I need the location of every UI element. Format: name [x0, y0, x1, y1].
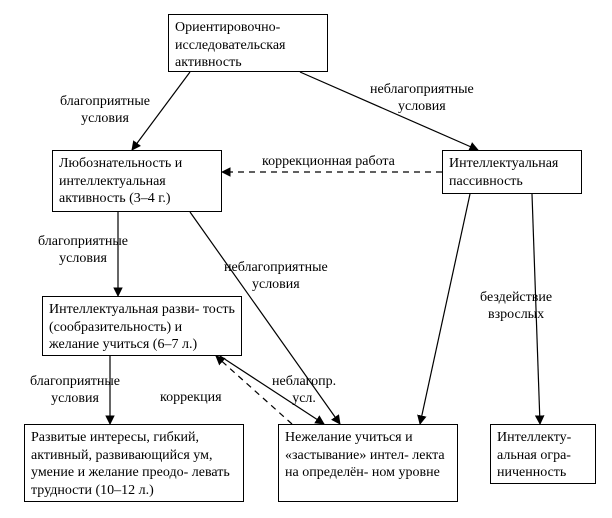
edge-label-unfavorable-short: неблагопр. усл.	[272, 374, 336, 408]
node-intellectual-passivity: Интеллектуальная пассивность	[442, 150, 582, 194]
node-label: Любознательность и интеллектуальная акти…	[59, 156, 182, 206]
flowchart-canvas: Ориентировочно- исследовательская активн…	[0, 0, 612, 518]
edge-label-text: неблагоприятные условия	[224, 260, 328, 292]
node-intellectual-development: Интеллектуальная разви- тость (сообразит…	[42, 296, 242, 356]
edge-label-text: благоприятные условия	[38, 234, 128, 266]
node-curiosity: Любознательность и интеллектуальная акти…	[52, 150, 222, 212]
edge-label-text: благоприятные условия	[30, 374, 120, 406]
edge-n3-n6	[420, 194, 470, 424]
edge-label-favorable-1: благоприятные условия	[60, 94, 150, 128]
node-intellectual-limitation: Интеллекту- альная огра- ниченность	[490, 424, 596, 484]
edge-label-text: бездействие взрослых	[480, 290, 552, 322]
edge-label-text: коррекционная работа	[262, 154, 395, 169]
edge-label-unfavorable-2: неблагоприятные условия	[224, 260, 328, 294]
node-label: Интеллектуальная разви- тость (сообразит…	[49, 302, 235, 352]
node-label: Ориентировочно- исследовательская активн…	[175, 20, 286, 70]
node-label: Интеллекту- альная огра- ниченность	[497, 430, 571, 480]
edge-label-correction-work: коррекционная работа	[262, 154, 395, 171]
node-developed-interests: Развитые интересы, гибкий, активный, раз…	[24, 424, 244, 502]
edge-label-favorable-3: благоприятные условия	[30, 374, 120, 408]
node-orientational-activity: Ориентировочно- исследовательская активн…	[168, 14, 328, 72]
node-label: Нежелание учиться и «застывание» интел- …	[285, 430, 445, 480]
edge-label-text: коррекция	[160, 390, 222, 405]
node-unwillingness-learn: Нежелание учиться и «застывание» интел- …	[278, 424, 458, 502]
edge-label-adult-inaction: бездействие взрослых	[480, 290, 552, 324]
edge-label-favorable-2: благоприятные условия	[38, 234, 128, 268]
edge-label-text: благоприятные условия	[60, 94, 150, 126]
edge-label-correction: коррекция	[160, 390, 222, 407]
node-label: Интеллектуальная пассивность	[449, 156, 558, 189]
node-label: Развитые интересы, гибкий, активный, раз…	[31, 430, 230, 498]
edge-label-text: неблагоприятные условия	[370, 82, 474, 114]
edge-label-unfavorable-1: неблагоприятные условия	[370, 82, 474, 116]
edge-label-text: неблагопр. усл.	[272, 374, 336, 406]
